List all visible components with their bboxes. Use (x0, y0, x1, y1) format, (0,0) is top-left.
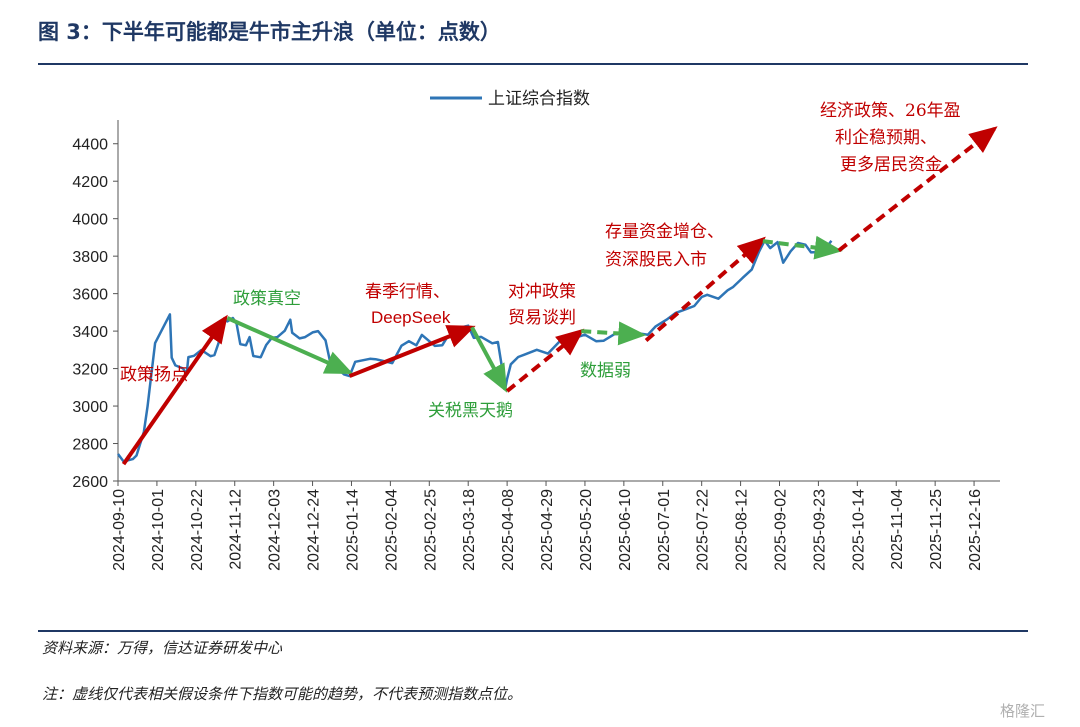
trend-arrow-4 (470, 326, 508, 393)
annotation-tariff-black-swan: 关税黑天鹅 (428, 401, 513, 421)
watermark-logo: 格隆汇 (1000, 702, 1046, 720)
annotation-spring-rally-l1: 春季行情、 (365, 282, 450, 302)
y-tick-label: 2600 (72, 474, 108, 491)
x-tick-label: 2025-02-25 (422, 489, 439, 571)
annotation-policy-vacuum: 政策真空 (233, 289, 301, 309)
x-tick-label: 2025-08-12 (734, 489, 751, 571)
annotation-economy-l3: 更多居民资金 (840, 155, 942, 175)
y-tick-label: 4200 (72, 174, 108, 191)
y-tick-label: 3400 (72, 324, 108, 341)
x-tick-label: 2024-10-01 (150, 489, 167, 571)
x-axis: 2024-09-10 2024-10-01 2024-10-22 2024-11-12… (111, 480, 1000, 571)
y-tick-label: 3600 (72, 287, 108, 304)
annotation-hedge-policy-l2: 贸易谈判 (508, 308, 576, 328)
y-tick-label: 3200 (72, 362, 108, 379)
x-tick-label: 2025-04-29 (539, 489, 556, 571)
annotation-policy-point: 政策扬点 (120, 365, 188, 385)
x-tick-label: 2024-12-24 (306, 489, 323, 571)
x-tick-label: 2025-11-25 (928, 489, 945, 570)
trend-arrow-6 (581, 321, 647, 346)
annotation-hedge-policy-l1: 对冲政策 (508, 282, 576, 302)
y-tick-label: 3800 (72, 249, 108, 266)
annotation-capital-l2: 资深股民入市 (605, 250, 707, 270)
trend-arrow-2 (226, 316, 354, 375)
y-tick-label: 4000 (72, 212, 108, 229)
trend-arrows (121, 126, 998, 466)
source-text: 资料来源：万得，信达证券研发中心 (42, 639, 283, 657)
x-tick-label: 2025-10-14 (850, 489, 867, 571)
x-tick-label: 2025-09-02 (773, 489, 790, 571)
y-tick-label: 2800 (72, 437, 108, 454)
x-tick-label: 2025-12-16 (967, 489, 984, 571)
x-tick-label: 2025-05-20 (578, 489, 595, 571)
top-divider (38, 63, 1028, 65)
annotation-capital-l1: 存量资金增仓、 (605, 222, 724, 242)
annotations: 政策扬点 政策真空 春季行情、 DeepSeek 关税黑天鹅 对冲政策 贸易谈判… (120, 101, 961, 421)
trend-arrow-1 (121, 314, 228, 466)
legend-label: 上证综合指数 (488, 89, 590, 109)
y-tick-label: 4400 (72, 137, 108, 154)
trend-arrow-3 (348, 325, 476, 378)
x-tick-label: 2025-01-14 (344, 489, 361, 571)
annotation-weak-data: 数据弱 (580, 361, 631, 381)
y-tick-label: 3000 (72, 399, 108, 416)
x-tick-label: 2025-11-04 (889, 489, 906, 570)
chart-title: 图 3：下半年可能都是牛市主升浪（单位：点数） (38, 20, 501, 44)
x-tick-label: 2024-09-10 (111, 489, 128, 571)
trend-arrow-7 (644, 236, 766, 342)
x-tick-label: 2025-04-08 (500, 489, 517, 571)
x-tick-label: 2025-03-18 (461, 489, 478, 571)
x-tick-label: 2025-02-04 (383, 489, 400, 571)
trend-arrow-9 (837, 126, 998, 253)
annotation-economy-l2: 利企稳预期、 (835, 128, 937, 148)
trend-arrow-8 (762, 235, 843, 260)
x-tick-label: 2024-12-03 (267, 489, 284, 571)
bottom-divider (38, 630, 1028, 632)
x-tick-label: 2024-11-12 (228, 489, 245, 570)
trend-arrow-5 (505, 328, 585, 393)
x-tick-label: 2025-07-01 (656, 489, 673, 571)
y-axis: 2600 2800 3000 3200 3400 3600 3800 4000 4200 4400 (72, 120, 119, 491)
annotation-spring-rally-l2: DeepSeek (371, 308, 451, 327)
x-tick-label: 2024-10-22 (189, 489, 206, 571)
annotation-economy-l1: 经济政策、26年盈 (820, 101, 961, 121)
x-tick-label: 2025-09-23 (811, 489, 828, 571)
legend: 上证综合指数 (430, 89, 590, 109)
note-text: 注：虚线仅代表相关假设条件下指数可能的趋势，不代表预测指数点位。 (42, 685, 523, 703)
x-tick-label: 2025-07-22 (695, 489, 712, 571)
x-tick-label: 2025-06-10 (617, 489, 634, 571)
